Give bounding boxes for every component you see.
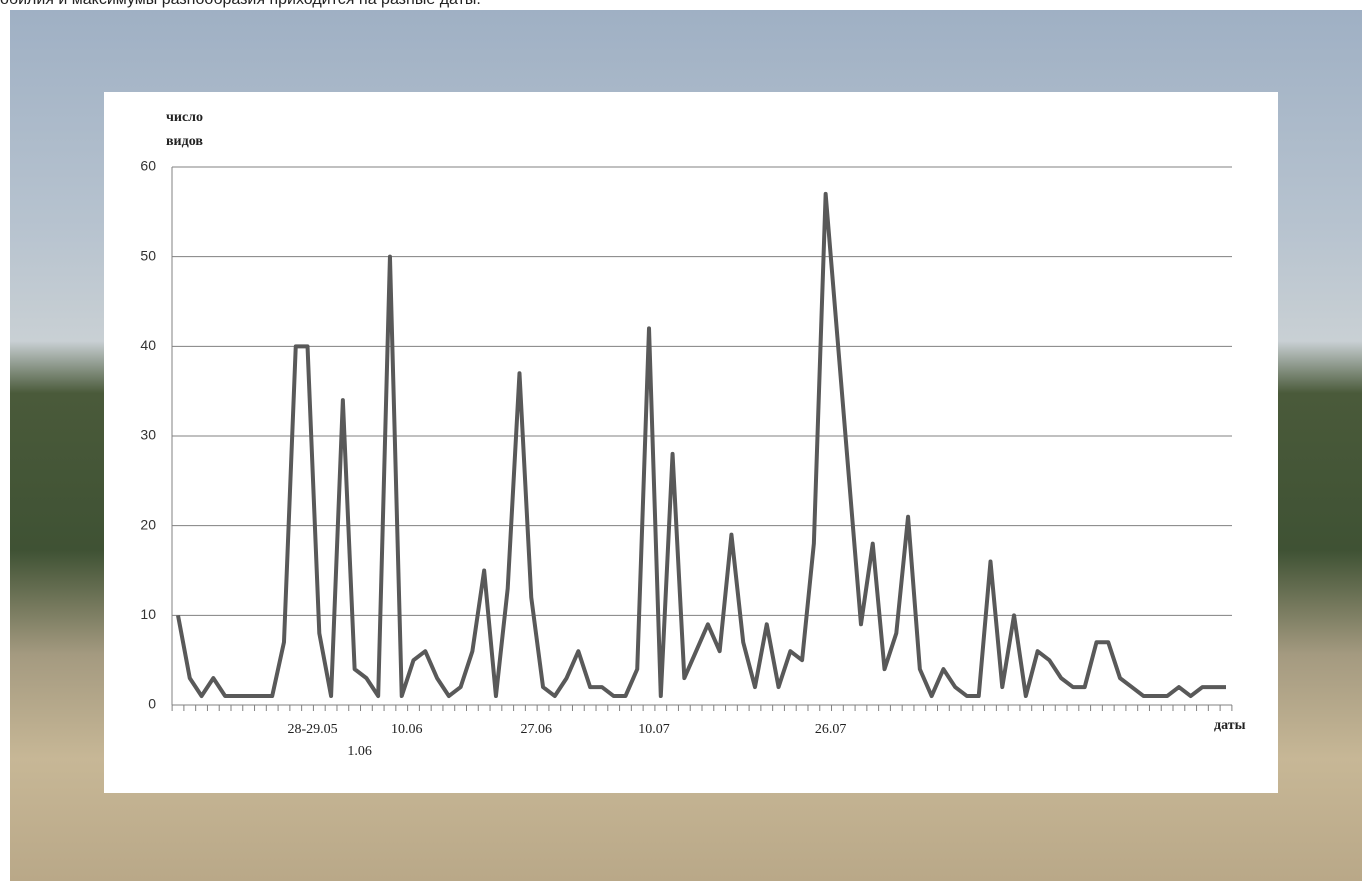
y-tick-label: 30 — [140, 427, 156, 443]
x-tick-label: 10.07 — [638, 722, 670, 737]
data-line — [178, 194, 1226, 696]
x-tick-label: 10.06 — [391, 722, 423, 737]
y-tick-label: 60 — [140, 158, 156, 174]
y-axis-title: число видов — [166, 106, 206, 154]
x-axis-title: даты — [1214, 718, 1246, 734]
x-tick-label: 27.06 — [521, 722, 553, 737]
y-tick-label: 40 — [140, 337, 156, 353]
y-tick-label: 20 — [140, 516, 156, 532]
page: обилия и максимумы разнообразия приходит… — [0, 0, 1362, 881]
y-tick-label: 50 — [140, 247, 156, 263]
x-tick-label: 28-29.05 — [287, 722, 337, 737]
y-tick-label: 0 — [148, 696, 156, 712]
x-tick-label: 26.07 — [815, 722, 847, 737]
x-tick-label: 1.06 — [347, 744, 372, 759]
y-tick-label: 10 — [140, 606, 156, 622]
